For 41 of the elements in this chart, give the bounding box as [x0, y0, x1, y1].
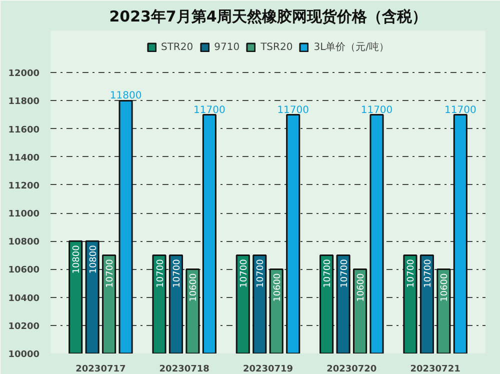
data-label: 10700	[340, 258, 350, 288]
y-tick-label: 11400	[8, 153, 40, 164]
data-label: 10700	[239, 258, 250, 288]
y-tick-label: 10000	[8, 350, 40, 360]
legend-label: TSR20	[260, 42, 293, 52]
data-label: 10700	[323, 258, 334, 288]
x-tick-label: 20230721	[410, 364, 460, 374]
y-tick-label: 11800	[8, 97, 40, 108]
data-label: 10700	[156, 258, 166, 288]
y-tick-label: 10800	[8, 238, 40, 248]
data-label: 10700	[256, 258, 266, 288]
y-tick-label: 11200	[8, 181, 40, 192]
data-label: 10600	[356, 272, 367, 302]
data-label: 10800	[88, 244, 99, 274]
x-tick-label: 20230720	[326, 364, 377, 374]
y-tick-label: 10400	[8, 294, 40, 304]
data-label: 11700	[360, 104, 393, 116]
data-label: 10700	[172, 258, 182, 288]
y-tick-label: 10200	[8, 322, 40, 332]
data-label: 10600	[272, 272, 283, 302]
y-tick-label: 11600	[8, 125, 40, 136]
data-label: 10700	[423, 258, 434, 288]
chart-title: 2023年7月第4周天然橡胶网现货价格（含税）	[109, 8, 427, 26]
y-tick-label: 10600	[8, 266, 40, 276]
data-label: 10600	[189, 272, 200, 302]
legend-label: 3L单价（元/吨）	[314, 40, 390, 54]
x-tick-label: 20230718	[159, 364, 210, 374]
data-label: 10700	[406, 258, 417, 288]
data-label: 10800	[72, 244, 82, 274]
x-tick-label: 20230717	[76, 364, 126, 374]
data-label: 11700	[194, 104, 226, 116]
x-tick-label: 20230719	[242, 364, 294, 374]
data-label: 10700	[106, 258, 116, 288]
data-label: 10600	[440, 272, 450, 302]
data-label: 11700	[444, 104, 476, 116]
y-tick-label: 12000	[8, 69, 40, 80]
legend-label: STR20	[160, 42, 194, 52]
data-label: 11700	[277, 104, 310, 116]
y-tick-label: 11000	[8, 210, 40, 220]
legend-label: 9710	[214, 42, 240, 52]
data-label: 11800	[110, 90, 142, 102]
